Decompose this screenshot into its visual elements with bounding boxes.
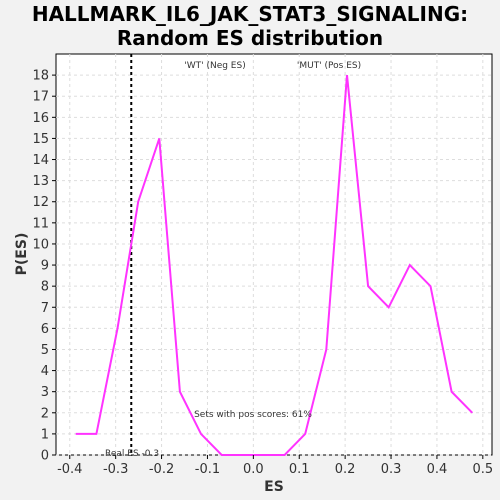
y-tick-label: 9 xyxy=(41,259,49,274)
x-axis-label: ES xyxy=(264,479,284,495)
chart-title-line2: Random ES distribution xyxy=(116,26,384,50)
y-axis-label: P(ES) xyxy=(14,233,30,276)
x-tick-label: -0.1 xyxy=(195,462,220,477)
y-tick-label: 16 xyxy=(32,111,49,126)
x-tick-label: 0.5 xyxy=(472,462,493,477)
grid xyxy=(56,54,492,456)
y-tick-label: 11 xyxy=(32,216,49,231)
chart-title-line1: HALLMARK_IL6_JAK_STAT3_SIGNALING: xyxy=(31,2,469,26)
x-tick-label: -0.2 xyxy=(149,462,174,477)
y-tick-label: 7 xyxy=(41,301,49,316)
y-tick-label: 4 xyxy=(41,364,49,379)
legend-pos-es: 'MUT' (Pos ES) xyxy=(297,61,361,71)
y-tick-label: 17 xyxy=(32,90,49,105)
y-tick-label: 1 xyxy=(41,427,49,442)
y-tick-label: 3 xyxy=(41,385,49,400)
y-tick-label: 0 xyxy=(41,449,49,464)
x-tick-label: 0.2 xyxy=(335,462,356,477)
y-tick-label: 10 xyxy=(32,237,49,252)
y-tick-label: 14 xyxy=(32,153,49,168)
y-tick-label: 12 xyxy=(32,195,49,210)
y-tick-label: 8 xyxy=(41,280,49,295)
y-tick-label: 6 xyxy=(41,322,49,337)
x-tick-label: -0.3 xyxy=(103,462,128,477)
legend-neg-es: 'WT' (Neg ES) xyxy=(184,61,245,71)
real-es-label: Real ES -0.3 xyxy=(105,449,159,459)
y-tick-label: 5 xyxy=(41,343,49,358)
y-tick-label: 13 xyxy=(32,174,49,189)
y-tick-label: 2 xyxy=(41,406,49,421)
series-layer xyxy=(75,75,474,456)
y-tick-label: 18 xyxy=(32,69,49,84)
x-tick-label: 0.1 xyxy=(289,462,310,477)
x-tick-label: 0.3 xyxy=(381,462,402,477)
x-tick-label: 0.0 xyxy=(243,462,264,477)
x-tick-label: -0.4 xyxy=(57,462,82,477)
series-line xyxy=(75,75,474,456)
pos-scores-annotation: Sets with pos scores: 61% xyxy=(194,410,312,420)
x-tick-label: 0.4 xyxy=(427,462,448,477)
plot-background xyxy=(55,53,493,456)
y-tick-label: 15 xyxy=(32,132,49,147)
